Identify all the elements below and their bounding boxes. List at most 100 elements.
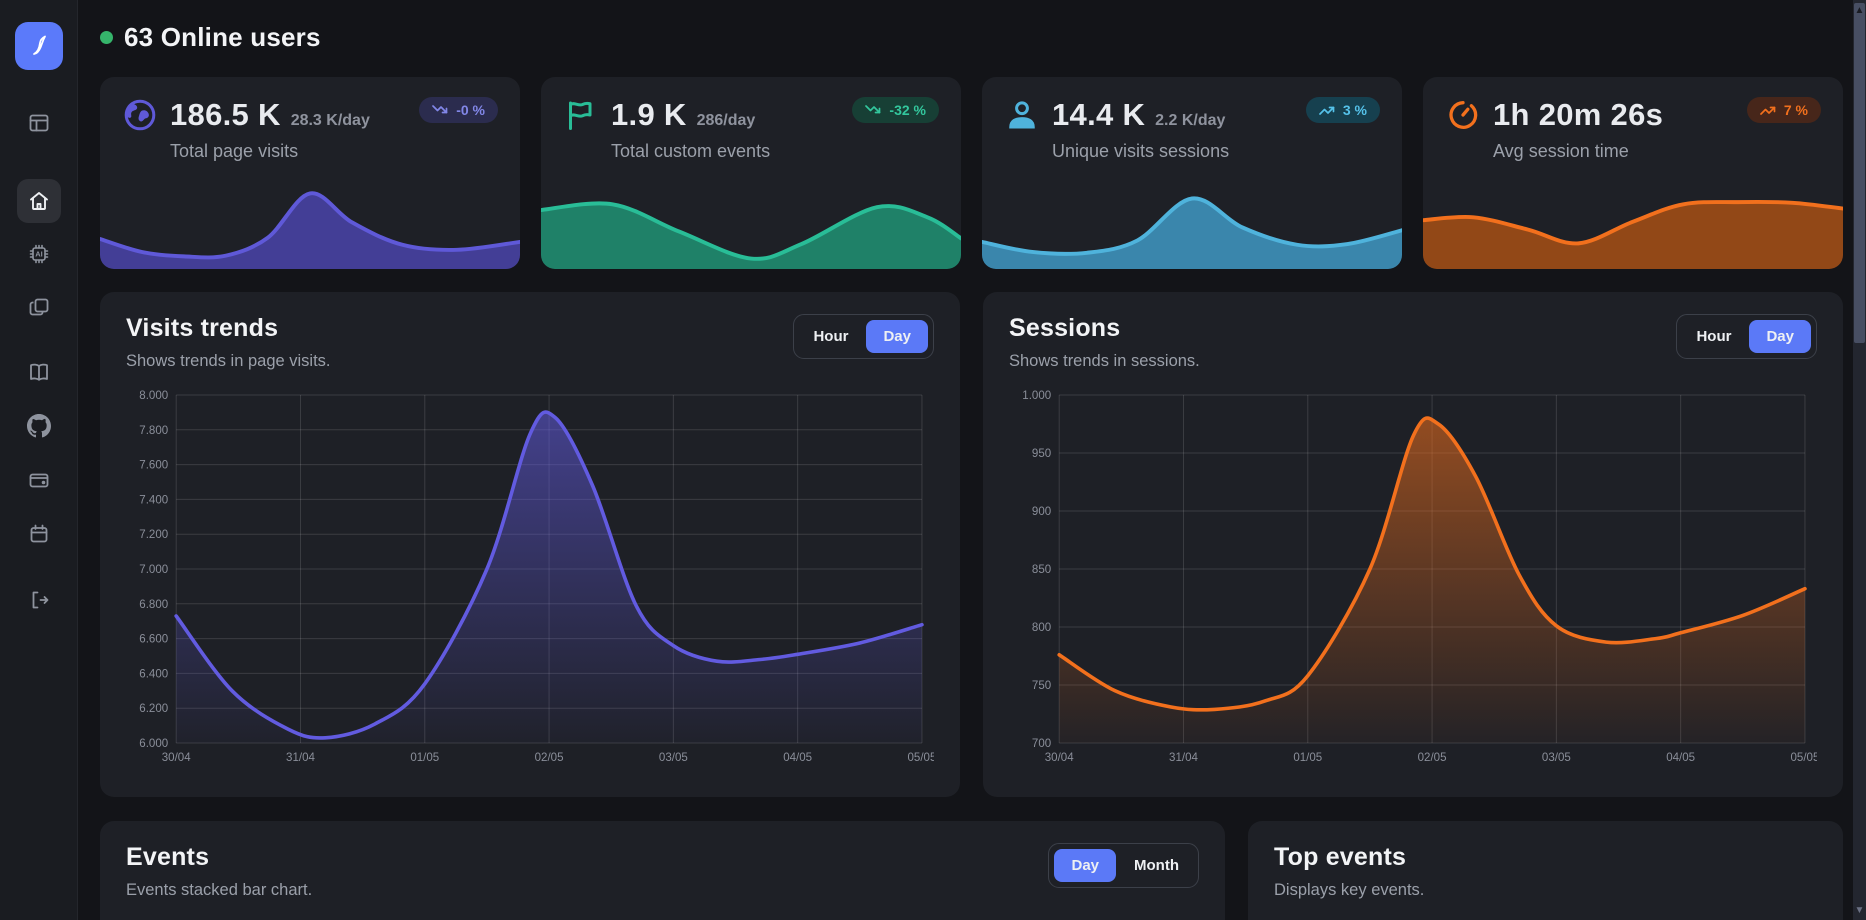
ai-chip-icon: AI (29, 244, 48, 264)
scrollbar-down-icon[interactable]: ▼ (1854, 904, 1865, 916)
timer-icon (1449, 101, 1478, 129)
visits-interval-toggle: Hour Day (793, 314, 934, 359)
svg-text:7.000: 7.000 (139, 564, 168, 576)
unique-sessions-label: Unique visits sessions (1052, 141, 1230, 161)
visits-toggle-hour[interactable]: Hour (813, 328, 849, 345)
sidebar-item-ai-assistant[interactable]: AI (17, 232, 61, 276)
svg-text:6.600: 6.600 (139, 634, 168, 646)
svg-text:04/05: 04/05 (783, 752, 812, 764)
top-events-panel: Top events Displays key events. (1248, 821, 1843, 920)
page-visits-rate: 28.3 K/day (290, 112, 370, 129)
custom-events-value: 1.9 K (611, 97, 687, 132)
svg-text:850: 850 (1032, 564, 1051, 576)
sessions-title: Sessions (1009, 314, 1121, 342)
svg-text:31/04: 31/04 (1169, 752, 1198, 764)
sidebar-item-logout[interactable] (17, 578, 61, 622)
book-icon (29, 363, 48, 381)
calendar-icon (30, 524, 47, 543)
globe-icon (124, 99, 156, 131)
home-icon (29, 192, 48, 210)
svg-text:7.200: 7.200 (139, 529, 168, 541)
svg-text:03/05: 03/05 (659, 752, 688, 764)
stat-card-session-time: 1h 20m 26s 7 % Avg session time (1423, 77, 1843, 269)
events-toggle-month[interactable]: Month (1134, 857, 1179, 874)
unique-sessions-value: 14.4 K (1052, 97, 1146, 132)
app-logo[interactable] (14, 22, 63, 70)
custom-events-rate: 286/day (696, 112, 756, 129)
visits-trends-title: Visits trends (126, 314, 279, 342)
trend-up-icon (1760, 106, 1776, 115)
sessions-chart: 30/04 31/04 01/05 02/05 03/05 04/05 05/05 700 75… (1009, 385, 1817, 769)
charts-row: Visits trends Shows trends in page visit… (100, 292, 1843, 797)
sessions-toggle-day[interactable]: Day (1749, 320, 1811, 353)
svg-text:6.800: 6.800 (139, 599, 168, 611)
online-users-title: 63 Online users (124, 22, 321, 52)
events-toggle-day[interactable]: Day (1054, 849, 1117, 882)
sidebar-item-pages[interactable] (17, 285, 61, 329)
sidebar-item-documentation[interactable] (17, 350, 61, 394)
main-content: 63 Online users 186.5 K 28.3 K/day (78, 0, 1866, 920)
scrollbar-thumb[interactable] (1854, 3, 1865, 343)
svg-text:04/05: 04/05 (1666, 752, 1695, 764)
sidebar-item-wallet[interactable] (17, 458, 61, 502)
user-icon (1009, 101, 1035, 129)
events-panel: Events Events stacked bar chart. Day Mon… (100, 821, 1225, 920)
svg-text:800: 800 (1032, 622, 1051, 634)
top-events-subtitle: Displays key events. (1274, 881, 1425, 899)
sidebar-item-home[interactable] (16, 179, 61, 223)
stat-card-custom-events: 1.9 K 286/day -32 % Total custom events (541, 77, 961, 269)
sessions-subtitle: Shows trends in sessions. (1009, 352, 1200, 370)
page-visits-value: 186.5 K (170, 97, 281, 132)
svg-text:1.000: 1.000 (1022, 390, 1051, 402)
trend-down-icon (865, 105, 881, 114)
session-time-label: Avg session time (1493, 141, 1629, 161)
bottom-row: Events Events stacked bar chart. Day Mon… (100, 821, 1843, 920)
wallet-icon (29, 473, 48, 488)
svg-text:7.400: 7.400 (139, 494, 168, 506)
trend-up-icon (1319, 106, 1335, 115)
svg-text:950: 950 (1032, 448, 1051, 460)
svg-text:05/05: 05/05 (908, 752, 934, 764)
stat-cards-row: 186.5 K 28.3 K/day -0 % Total page visit… (100, 77, 1843, 269)
svg-text:6.000: 6.000 (139, 738, 168, 750)
svg-text:05/05: 05/05 (1791, 752, 1817, 764)
logout-icon (32, 591, 48, 609)
events-title: Events (126, 843, 210, 871)
svg-text:7.600: 7.600 (139, 460, 168, 472)
svg-text:8.000: 8.000 (139, 390, 168, 402)
trend-down-icon (432, 105, 448, 114)
github-icon (26, 414, 51, 438)
svg-text:30/04: 30/04 (1045, 752, 1074, 764)
session-time-value: 1h 20m 26s (1493, 97, 1664, 132)
session-time-sparkline (1423, 181, 1843, 269)
sidebar-item-dashboard[interactable] (17, 101, 61, 145)
visits-trends-panel: Visits trends Shows trends in page visit… (100, 292, 960, 797)
sessions-toggle-hour[interactable]: Hour (1696, 328, 1732, 345)
events-subtitle: Events stacked bar chart. (126, 881, 313, 899)
copy-icon (29, 298, 48, 316)
svg-text:6.400: 6.400 (139, 668, 168, 680)
stat-card-unique-sessions: 14.4 K 2.2 K/day 3 % Unique visits sessi… (982, 77, 1402, 269)
visits-toggle-day[interactable]: Day (866, 320, 928, 353)
events-interval-toggle: Day Month (1048, 843, 1199, 888)
scrollbar-up-icon[interactable]: ▲ (1854, 4, 1865, 16)
sidebar-item-github[interactable] (17, 404, 61, 448)
visits-trends-chart: 30/04 31/04 01/05 02/05 03/05 04/05 05/05 6.000… (126, 385, 934, 769)
custom-events-label: Total custom events (611, 141, 771, 161)
sessions-interval-toggle: Hour Day (1676, 314, 1817, 359)
page-visits-sparkline (100, 181, 520, 269)
unique-sessions-badge: 3 % (1305, 97, 1380, 123)
page-scrollbar[interactable]: ▲ ▼ (1853, 0, 1866, 920)
sessions-panel: Sessions Shows trends in sessions. Hour … (983, 292, 1843, 797)
custom-events-badge: -32 % (852, 97, 939, 123)
session-time-badge: 7 % (1746, 97, 1821, 123)
sidebar: AI (0, 0, 78, 920)
svg-text:900: 900 (1032, 506, 1051, 518)
topbar: 63 Online users (100, 22, 1843, 53)
layout-icon (29, 114, 48, 132)
svg-text:6.200: 6.200 (139, 703, 168, 715)
sidebar-item-calendar[interactable] (17, 512, 61, 556)
flag-icon (569, 101, 592, 130)
svg-text:7.800: 7.800 (139, 425, 168, 437)
svg-text:01/05: 01/05 (410, 752, 439, 764)
